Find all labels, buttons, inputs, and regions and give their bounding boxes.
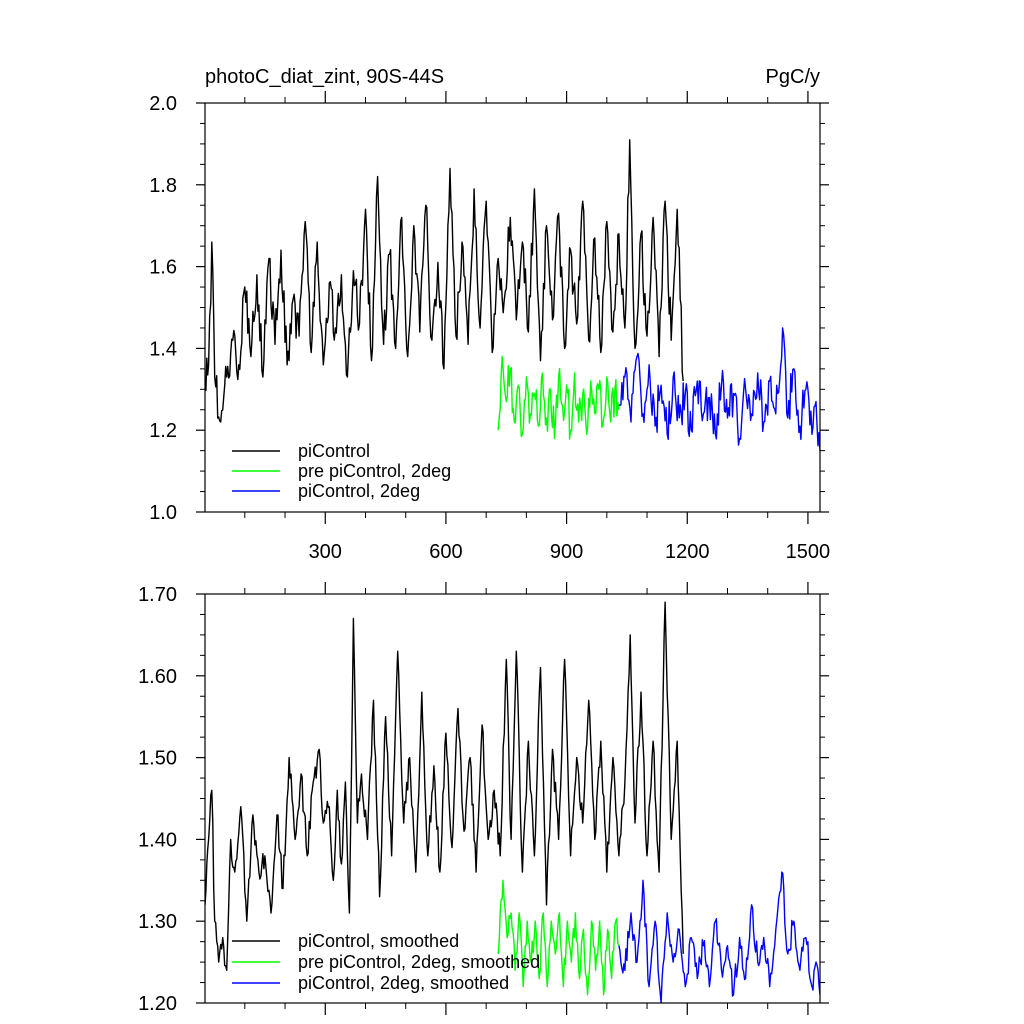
y-tick-label: 1.30 [138,911,177,933]
legend-label: pre piControl, 2deg, smoothed [298,952,540,972]
y-tick-label: 1.60 [138,666,177,688]
y-tick-label: 2.0 [149,93,177,115]
x-tick-label: 300 [309,541,342,563]
series-line-2 [618,327,820,451]
legend-label: piControl, 2deg, smoothed [298,973,509,993]
series-line-1 [497,355,620,440]
x-tick-label: 1200 [665,541,710,563]
y-tick-label: 1.8 [149,175,177,197]
legend-label: pre piControl, 2deg [298,461,451,481]
y-tick-label: 1.50 [138,748,177,770]
series-line-0 [205,601,684,971]
top-panel: 1.0 1.2 1.4 1.6 1.8 2.0 300 600 900 1200 1500 photo… [149,66,830,563]
y-tick-label: 1.20 [138,993,177,1015]
y-tick-label: 1.4 [149,338,177,360]
y-tick-label: 1.2 [149,420,177,442]
chart-units: PgC/y [766,66,820,88]
x-tick-label: 1500 [786,541,831,563]
legend-label: piControl, 2deg [298,481,420,501]
series-group [205,601,820,1003]
y-tick-label: 1.6 [149,257,177,279]
series-line-2 [618,871,820,1003]
series-line-0 [205,139,684,423]
y-tick-label: 1.70 [138,584,177,606]
series-group [205,139,820,451]
legend-label: piControl [298,441,370,461]
x-tick-label: 900 [550,541,583,563]
x-tick-label: 600 [429,541,462,563]
bottom-panel: 1.20 1.30 1.40 1.50 1.60 1.70 piControl, smoot… [138,582,829,1015]
y-tick-label: 1.40 [138,829,177,851]
series-line-1 [497,879,620,996]
chart-title: photoC_diat_zint, 90S-44S [205,66,444,88]
legend-label: piControl, smoothed [298,931,459,951]
y-tick-label: 1.0 [149,502,177,524]
